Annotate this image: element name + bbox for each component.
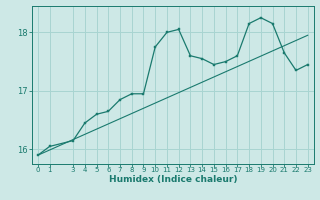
X-axis label: Humidex (Indice chaleur): Humidex (Indice chaleur) (108, 175, 237, 184)
